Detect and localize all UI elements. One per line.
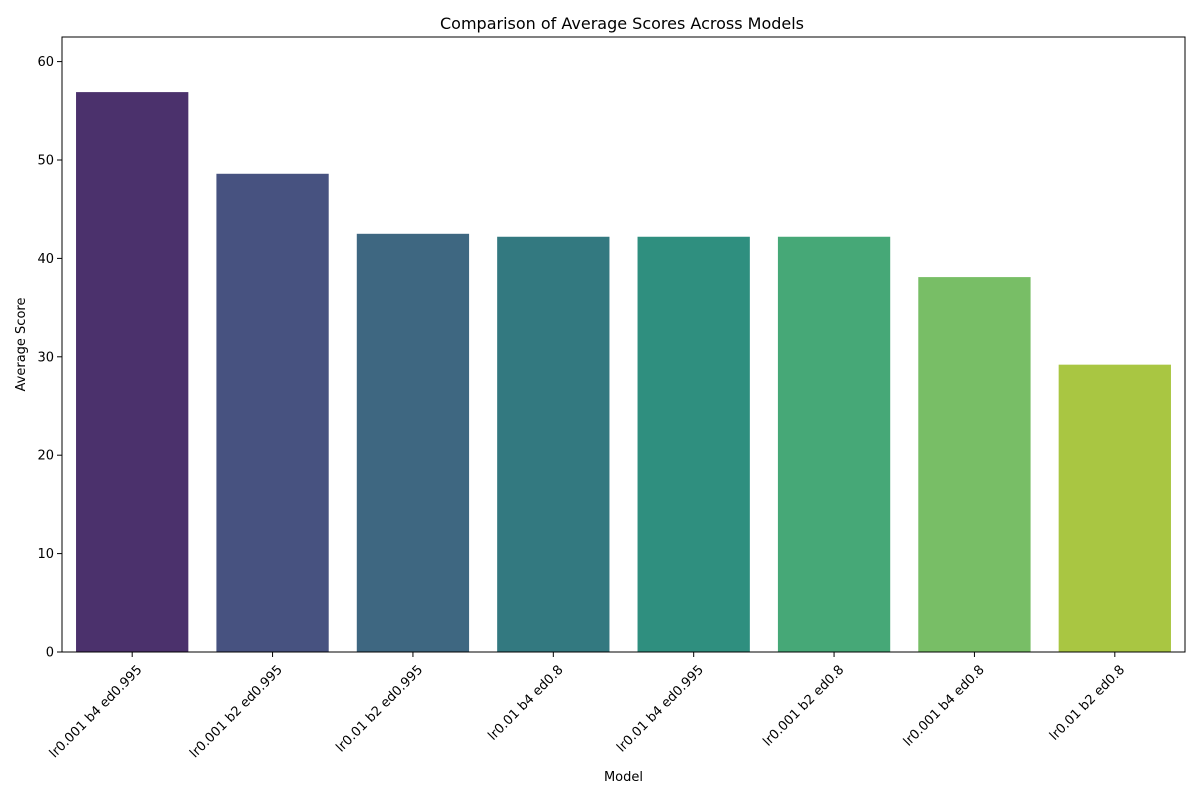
- x-tick-label: lr0.001 b4 ed0.8: [901, 663, 988, 750]
- bar-8: [1058, 364, 1171, 652]
- y-tick-label: 40: [37, 252, 54, 267]
- x-axis-label: Model: [604, 770, 643, 785]
- x-tick-label: lr0.01 b4 ed0.8: [486, 663, 567, 744]
- y-tick-label: 30: [37, 350, 54, 365]
- y-tick-label: 60: [37, 55, 54, 70]
- x-tick-label: lr0.001 b4 ed0.995: [47, 663, 146, 762]
- y-axis-label: Average Score: [14, 298, 29, 392]
- bar-5: [637, 236, 750, 652]
- x-tick-label: lr0.01 b4 ed0.995: [614, 663, 707, 756]
- x-tick-label: lr0.01 b2 ed0.995: [333, 663, 426, 756]
- y-axis-ticks: 0 10 20 30 40 50 60: [37, 55, 62, 661]
- y-tick-label: 50: [37, 154, 54, 169]
- x-axis-ticks: lr0.001 b4 ed0.995 lr0.001 b2 ed0.995 lr0.…: [47, 652, 1128, 761]
- x-tick-label: lr0.001 b2 ed0.995: [187, 663, 286, 762]
- y-tick-label: 0: [46, 646, 54, 661]
- y-tick-label: 10: [37, 547, 54, 562]
- x-tick-label: lr0.001 b2 ed0.8: [760, 663, 847, 750]
- bars-group: [76, 92, 1171, 653]
- chart-title: Comparison of Average Scores Across Mode…: [440, 14, 804, 33]
- bar-3: [356, 233, 470, 653]
- bar-4: [497, 236, 610, 652]
- y-tick-label: 20: [37, 449, 54, 464]
- bar-7: [918, 277, 1031, 652]
- bar-2: [216, 173, 329, 652]
- x-tick-label: lr0.01 b2 ed0.8: [1047, 663, 1128, 744]
- bar-6: [777, 236, 891, 652]
- bar-1: [76, 92, 189, 652]
- plot-area-frame: [61, 36, 1186, 653]
